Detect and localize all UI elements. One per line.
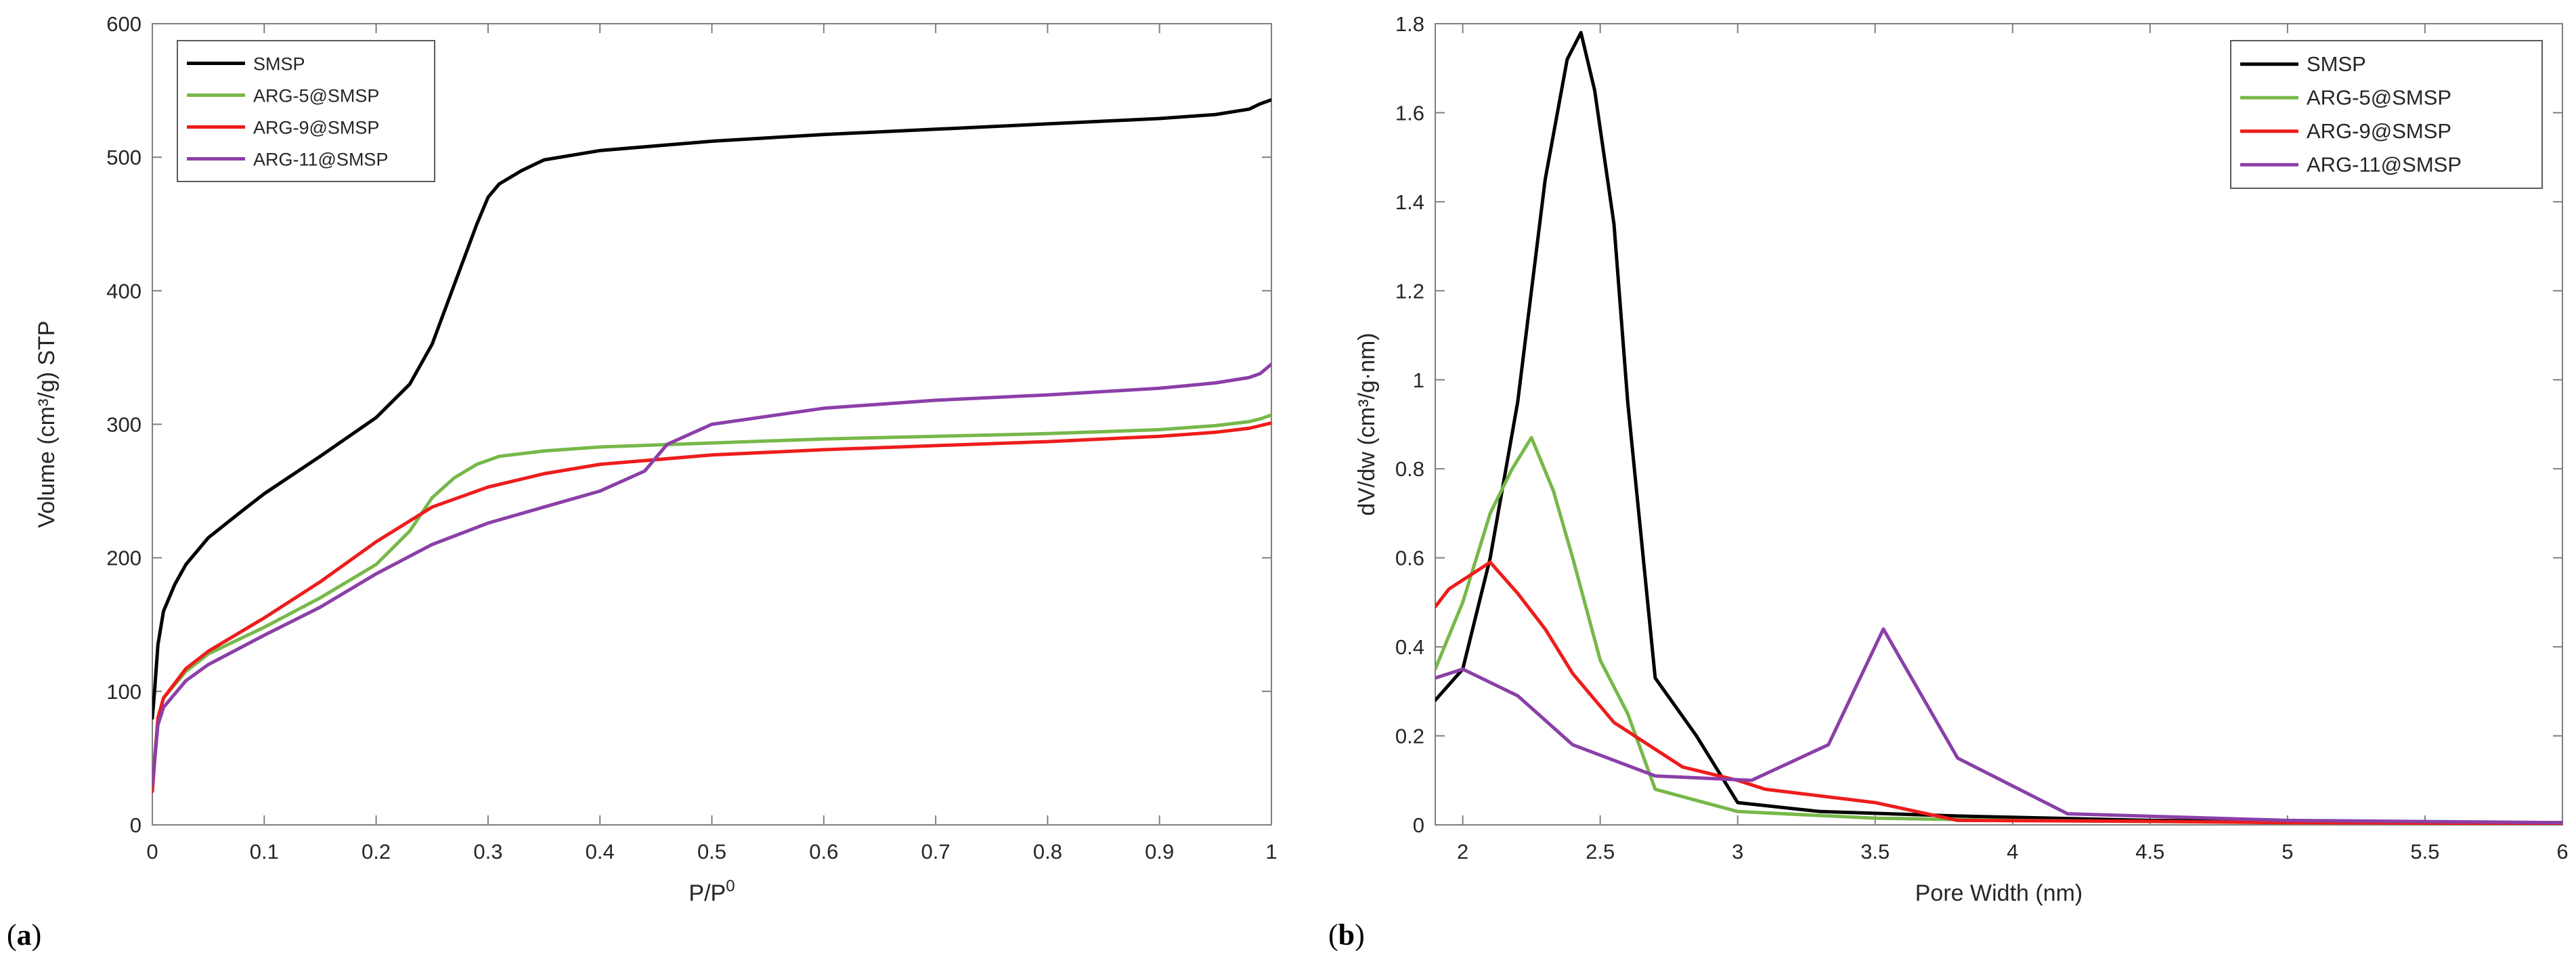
legend-label: SMSP — [2307, 52, 2366, 76]
y-tick-label: 0.8 — [1395, 457, 1424, 481]
series-line-arg-9-smsp — [1435, 560, 2562, 825]
legend-label: ARG-5@SMSP — [2307, 85, 2451, 109]
legend-label: SMSP — [253, 54, 305, 74]
x-axis-label: P/P0 — [689, 877, 735, 906]
x-tick-label: 0.4 — [586, 840, 615, 863]
x-tick-label: 0.1 — [250, 840, 279, 863]
y-axis-label: Volume (cm³/g) STP — [34, 320, 60, 528]
x-tick-label: 3 — [1732, 840, 1743, 863]
x-tick-label: 0.5 — [697, 840, 726, 863]
y-tick-label: 0.6 — [1395, 547, 1424, 570]
y-tick-label: 1.4 — [1395, 190, 1424, 214]
y-tick-label: 0 — [1413, 813, 1424, 837]
x-tick-label: 6 — [2556, 840, 2568, 863]
y-tick-label: 0.4 — [1395, 635, 1424, 659]
x-tick-label: 2 — [1457, 840, 1468, 863]
series-group — [152, 98, 1271, 794]
x-tick-label: 4 — [2007, 840, 2018, 863]
y-tick-label: 0.2 — [1395, 725, 1424, 748]
series-group — [1435, 30, 2562, 825]
x-axis-label: Pore Width (nm) — [1915, 880, 2083, 906]
x-tick-label: 0 — [146, 840, 158, 863]
series-line-arg-9-smsp — [152, 421, 1271, 794]
y-tick-label: 1.6 — [1395, 101, 1424, 125]
legend-label: ARG-5@SMSP — [253, 86, 379, 106]
x-tick-label: 4.5 — [2135, 840, 2164, 863]
x-tick-label: 0.3 — [473, 840, 502, 863]
y-tick-label: 1.8 — [1395, 12, 1424, 36]
x-axis-label-superscript: 0 — [726, 877, 735, 895]
legend-label: ARG-11@SMSP — [253, 150, 388, 170]
series-line-arg-11-smsp — [1435, 627, 2562, 825]
legend: SMSP ARG-5@SMSP ARG-9@SMSP ARG-11@SMSP — [2230, 40, 2543, 189]
x-tick-label: 0.6 — [809, 840, 838, 863]
series-line-arg-5-smsp — [1435, 435, 2562, 825]
x-tick-label: 0.7 — [921, 840, 951, 863]
x-tick-label: 5 — [2282, 840, 2293, 863]
y-tick-label: 400 — [106, 279, 141, 303]
series-line-arg-11-smsp — [152, 362, 1271, 787]
panel-label: (b) — [1328, 918, 1365, 952]
y-tick-label: 600 — [106, 12, 141, 36]
y-tick-label: 0 — [130, 813, 141, 837]
y-tick-label: 200 — [106, 547, 141, 570]
legend-label: ARG-11@SMSP — [2307, 152, 2462, 176]
y-axis-label: dV/dw (cm³/g·nm) — [1354, 333, 1380, 515]
x-tick-label: 0.2 — [362, 840, 391, 863]
legend-label: ARG-9@SMSP — [253, 118, 379, 138]
y-tick-label: 500 — [106, 146, 141, 169]
x-tick-label: 0.8 — [1033, 840, 1062, 863]
legend-label: ARG-9@SMSP — [2307, 119, 2451, 143]
y-tick-label: 300 — [106, 413, 141, 437]
y-tick-label: 100 — [106, 680, 141, 704]
plot-frame — [1435, 23, 2563, 826]
x-tick-label: 1 — [1265, 840, 1277, 863]
x-tick-label: 0.9 — [1145, 840, 1174, 863]
x-tick-label: 3.5 — [1860, 840, 1890, 863]
series-line-arg-5-smsp — [152, 413, 1271, 787]
y-tick-label: 1 — [1413, 368, 1424, 392]
x-tick-label: 2.5 — [1586, 840, 1615, 863]
y-tick-label: 1.2 — [1395, 279, 1424, 303]
series-line-smsp — [1435, 30, 2562, 825]
x-tick-label: 5.5 — [2410, 840, 2439, 863]
chart-panel-b: 2 2.5 3 3.5 4 4.5 5 5.5 6 0 0.2 0.4 0.6 0.8 1 1.2 1.4 1.6… — [1328, 12, 2569, 952]
chart-panel-a: 0 0.1 0.2 0.3 0.4 0.5 0.6 0.7 0.8 0.9 1 0 100 200 300 4… — [7, 12, 1278, 952]
legend: SMSP ARG-5@SMSP ARG-9@SMSP ARG-11@SMSP — [177, 40, 435, 182]
series-line-smsp — [152, 98, 1271, 720]
panel-label: (a) — [7, 918, 41, 952]
